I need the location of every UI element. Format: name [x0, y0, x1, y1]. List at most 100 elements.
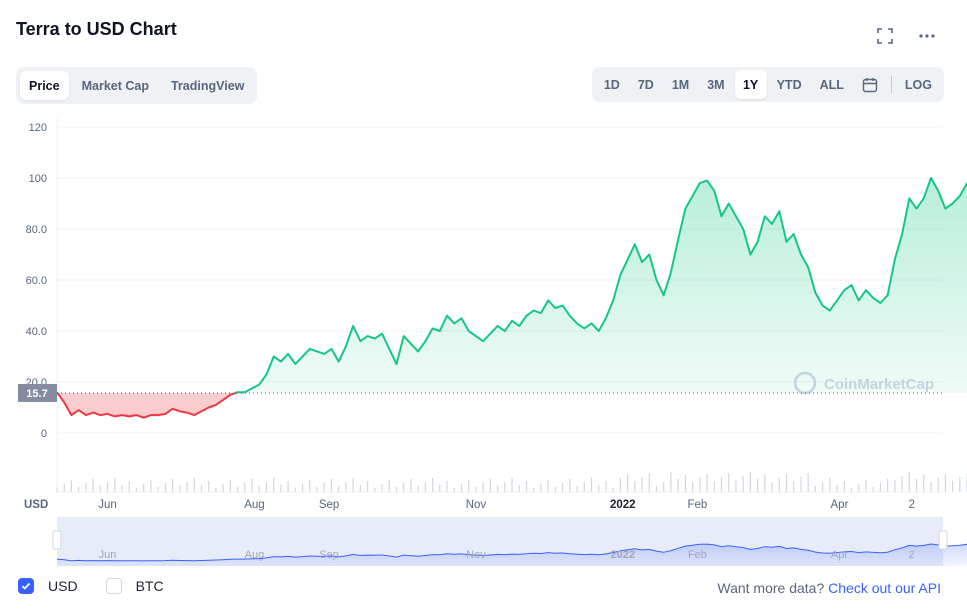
volume-bar [598, 485, 600, 492]
navigator-area [57, 544, 967, 566]
volume-bar [489, 479, 491, 492]
volume-bar [128, 481, 130, 492]
usd-check-box[interactable] [18, 578, 34, 594]
volume-bar [352, 478, 354, 492]
volume-bar [157, 487, 159, 492]
volume-bar [106, 482, 109, 492]
fullscreen-icon[interactable] [875, 26, 895, 46]
volume-bar [894, 480, 896, 492]
volume-bar [330, 479, 333, 492]
tab-market-cap[interactable]: Market Cap [81, 78, 149, 93]
volume-bar [677, 479, 679, 492]
more-icon[interactable] [917, 26, 937, 46]
volume-bar [309, 480, 311, 492]
x-tick-label: 2 [908, 499, 914, 511]
volume-bar [569, 479, 571, 492]
volume-bar [908, 472, 910, 492]
volume-bar [655, 486, 658, 492]
volume-bar [200, 485, 203, 492]
volume-bar [858, 484, 860, 492]
volume-bar [915, 479, 918, 492]
usd-checkbox-label: USD [48, 578, 78, 594]
volume-bar [511, 478, 513, 492]
x-tick-label: Feb [688, 499, 708, 511]
navigator-left-handle[interactable] [52, 530, 62, 550]
volume-bar [764, 475, 766, 492]
volume-bar [99, 486, 101, 492]
volume-bar [533, 488, 535, 492]
volume-bar [251, 479, 253, 492]
volume-bar [150, 480, 152, 492]
volume-bar [323, 483, 325, 492]
volume-bar [475, 487, 477, 492]
volume-bar [742, 476, 744, 492]
volume-bar [590, 478, 593, 492]
navigator-tick-label: Feb [688, 549, 707, 561]
api-link[interactable]: Check out our API [828, 580, 941, 596]
navigator-tick-label: Nov [466, 549, 486, 561]
calendar-icon[interactable] [854, 70, 886, 99]
navigator-right-handle[interactable] [938, 530, 948, 550]
page-title: Terra to USD Chart [16, 19, 177, 39]
range-ytd[interactable]: YTD [776, 77, 802, 92]
volume-bar [944, 474, 947, 492]
range-7d[interactable]: 7D [637, 77, 654, 92]
volume-bar [395, 487, 398, 492]
volume-bar [793, 481, 795, 492]
log-toggle[interactable]: LOG [904, 77, 932, 92]
y-tick-label: 60.0 [26, 275, 47, 287]
volume-bar [800, 477, 802, 492]
range-1m[interactable]: 1M [671, 77, 690, 92]
volume-bar [215, 488, 217, 492]
volume-bar [699, 478, 701, 492]
volume-bar [78, 487, 80, 492]
volume-bar [771, 482, 773, 492]
volume-bar [583, 482, 585, 492]
volume-bar [901, 476, 903, 492]
api-promo: Want more data? Check out our API [717, 580, 941, 596]
volume-bar [258, 486, 260, 492]
y-tick-label: 80.0 [26, 224, 47, 236]
tab-price[interactable]: Price [20, 71, 69, 100]
range-3m[interactable]: 3M [707, 77, 725, 92]
volume-bar [923, 475, 925, 492]
volume-bar [879, 483, 882, 492]
volume-bar [446, 481, 448, 492]
volume-bar [648, 473, 650, 492]
volume-bar [778, 478, 780, 492]
range-1d[interactable]: 1D [603, 77, 620, 92]
y-tick-label: 120 [29, 122, 47, 134]
volume-bar [468, 480, 470, 492]
volume-bar [937, 478, 939, 492]
y-tick-label: 100 [29, 173, 47, 185]
btc-checkbox[interactable]: BTC [105, 578, 164, 594]
volume-bar [785, 474, 788, 492]
volume-bar [374, 488, 376, 492]
btc-check-box[interactable] [105, 578, 122, 594]
tab-tradingview[interactable]: TradingView [170, 78, 245, 93]
volume-bar [273, 478, 275, 492]
volume-bar [56, 488, 58, 492]
volume-bar [547, 480, 549, 492]
range-all[interactable]: ALL [819, 77, 844, 92]
volume-bar [229, 480, 231, 492]
volume-bar [186, 482, 188, 492]
volume-bar [684, 475, 686, 492]
volume-bar [135, 488, 138, 492]
volume-bar [265, 482, 268, 492]
volume-bar [670, 472, 672, 492]
current-price-label: 15.7 [26, 388, 47, 400]
volume-bar [482, 483, 484, 492]
volume-bar [749, 472, 751, 492]
x-tick-label: 2022 [610, 499, 636, 511]
volume-bar [720, 477, 723, 492]
volume-bar [338, 486, 340, 492]
volume-bar [410, 479, 412, 492]
price-area-up [57, 178, 967, 393]
usd-checkbox[interactable]: USD [18, 578, 78, 594]
volume-bar [836, 485, 838, 492]
volume-bar [439, 485, 441, 492]
range-1y[interactable]: 1Y [734, 70, 767, 99]
price-line-up [56, 177, 967, 393]
